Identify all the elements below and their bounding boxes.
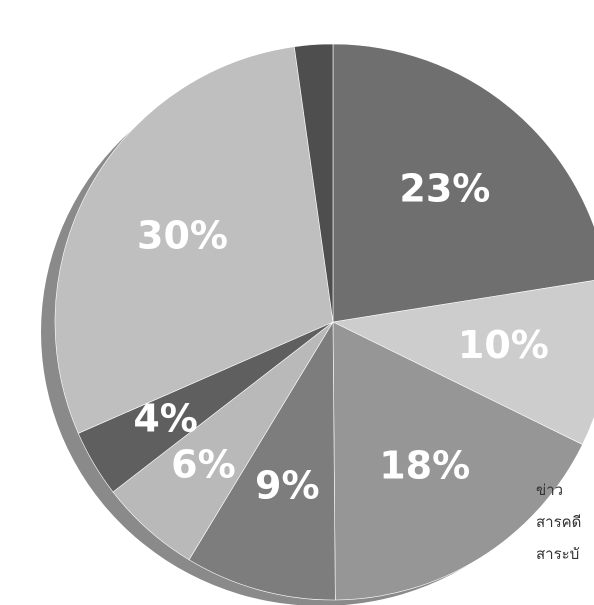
- slice-label-5: 6%: [171, 443, 236, 487]
- pie-slices: [54, 43, 594, 601]
- pie-slice-8: [293, 43, 334, 323]
- legend-item-news: ข่าว: [536, 481, 564, 499]
- pie-slice-3: [332, 321, 583, 601]
- slice-label-1: 23%: [399, 166, 490, 210]
- slice-label-4: 9%: [255, 464, 320, 508]
- slice-label-7: 30%: [137, 213, 228, 257]
- slice-label-6: 4%: [133, 397, 198, 441]
- pie-slice-2: [332, 280, 594, 445]
- legend-item-edutainment: สาระบั: [536, 545, 580, 563]
- pie-slice-4: [188, 320, 336, 601]
- pie-slice-1: [332, 43, 594, 323]
- legend: ข่าว สารคดี สาระบั: [536, 478, 594, 574]
- legend-item-documentary: สารคดี: [536, 513, 582, 531]
- slice-label-3: 18%: [379, 443, 470, 487]
- slice-labels: 23% 10% 18% 9% 6% 4% 30%: [133, 166, 549, 507]
- slice-label-2: 10%: [458, 323, 549, 367]
- pie-slice-7: [54, 46, 334, 434]
